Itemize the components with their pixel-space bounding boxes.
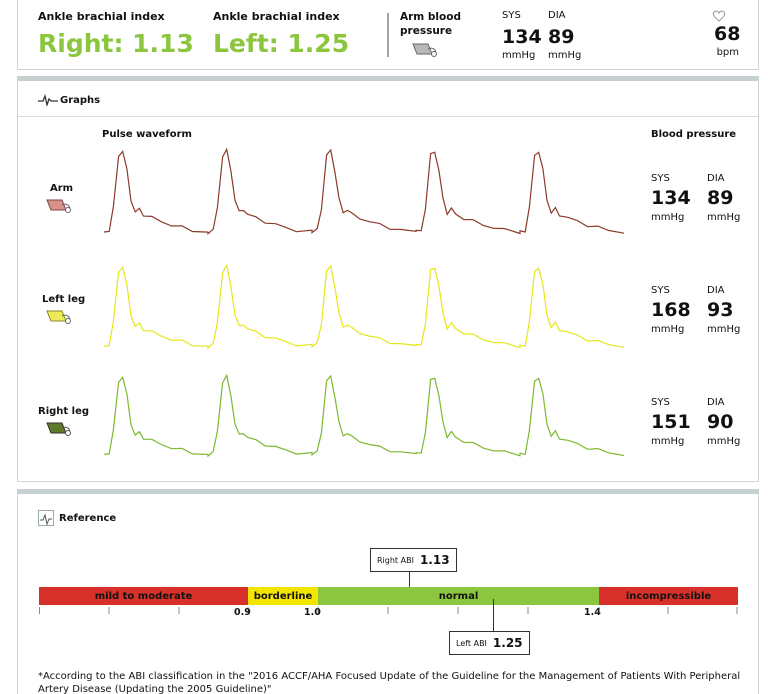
reference-icon (38, 510, 54, 526)
left-leg-dia: DIA 93 mmHg (707, 285, 740, 335)
left-leg-cuff-icon (46, 310, 71, 324)
left-leg-dia-value: 93 (707, 299, 734, 321)
heart-rate-unit: bpm (716, 47, 739, 58)
right-leg-sys-value: 151 (651, 411, 691, 433)
reference-title: Reference (59, 513, 117, 524)
left-leg-dia-label: DIA (707, 285, 725, 296)
graphs-panel: Graphs Pulse waveform Blood pressure Arm… (17, 76, 759, 482)
row-label-left-leg: Left leg (42, 294, 86, 305)
left-abi-value: Left: 1.25 (213, 29, 350, 58)
right-leg-sys: SYS 151 mmHg (651, 397, 691, 447)
tick-label-0-9: 0.9 (234, 607, 251, 618)
scale-ticks (39, 607, 738, 614)
right-leg-dia: DIA 90 mmHg (707, 397, 740, 447)
cuff-icon (412, 43, 437, 57)
row-label-right-leg: Right leg (38, 406, 90, 417)
pulse-waveforms (103, 147, 625, 458)
tick-label-1-4: 1.4 (584, 607, 601, 618)
scale-segment-incompressible: incompressible (599, 587, 738, 605)
arm-sys: SYS 134 mmHg (651, 173, 691, 223)
right-abi-value: Right: 1.13 (38, 29, 194, 58)
summary-dia: DIA 89 mmHg (548, 10, 581, 61)
left-abi-callout-value: 1.25 (492, 636, 523, 650)
scale-segment-normal: normal (318, 587, 599, 605)
right-leg-dia-unit: mmHg (707, 436, 741, 447)
scale-segment-mild-to-moderate: mild to moderate (39, 587, 248, 605)
left-leg-sys: SYS 168 mmHg (651, 285, 691, 335)
summary-sys-value: 134 (502, 26, 542, 48)
right-abi-callout: Right ABI 1.13 (370, 548, 457, 572)
reference-panel: Reference Right ABI 1.13 mild to moderat… (17, 489, 759, 694)
graphs-header: Graphs (18, 81, 758, 117)
left-leg-waveform (103, 263, 625, 350)
right-leg-waveform (103, 373, 625, 458)
left-leg-sys-value: 168 (651, 299, 691, 321)
arm-dia-label: DIA (707, 173, 725, 184)
abi-scale: mild to moderate borderline normal incom… (39, 587, 738, 605)
tick-label-1-0: 1.0 (304, 607, 321, 618)
right-abi-pointer (409, 572, 410, 594)
arm-sys-value: 134 (651, 187, 691, 209)
waveform-icon (38, 94, 58, 106)
summary-sys-label: SYS (502, 10, 521, 21)
arm-sys-unit: mmHg (651, 212, 685, 223)
arm-dia: DIA 89 mmHg (707, 173, 740, 223)
summary-sys-unit: mmHg (502, 50, 536, 61)
pulse-waveform-header: Pulse waveform (102, 129, 192, 140)
right-abi-callout-label: Right ABI (377, 555, 414, 565)
arm-cuff-icon (46, 199, 71, 213)
left-leg-dia-unit: mmHg (707, 324, 741, 335)
left-abi-pointer (493, 599, 494, 631)
reference-footnote: *According to the ABI classification in … (38, 671, 741, 694)
summary-divider (387, 13, 389, 57)
summary-dia-value: 89 (548, 26, 575, 48)
right-abi-callout-value: 1.13 (419, 553, 450, 567)
right-abi-summary: Ankle brachial index Right: 1.13 (38, 10, 194, 58)
summary-panel: Ankle brachial index Right: 1.13 Ankle b… (17, 0, 759, 70)
right-leg-dia-value: 90 (707, 411, 734, 433)
arm-dia-value: 89 (707, 187, 734, 209)
left-leg-sys-unit: mmHg (651, 324, 685, 335)
right-leg-dia-label: DIA (707, 397, 725, 408)
blood-pressure-header: Blood pressure (651, 129, 737, 140)
row-label-arm: Arm (50, 183, 74, 194)
left-abi-summary: Ankle brachial index Left: 1.25 (213, 10, 349, 58)
graphs-title: Graphs (60, 95, 101, 106)
left-abi-callout-label: Left ABI (456, 638, 487, 648)
left-abi-callout: Left ABI 1.25 (449, 631, 530, 655)
summary-dia-unit: mmHg (548, 50, 582, 61)
summary-sys: SYS 134 mmHg (502, 10, 542, 61)
arm-sys-label: SYS (651, 173, 670, 184)
heart-rate-value: 68 (714, 23, 741, 45)
left-abi-label: Ankle brachial index (213, 10, 340, 23)
scale-segment-borderline: borderline (248, 587, 318, 605)
heart-icon (712, 10, 726, 22)
right-leg-sys-label: SYS (651, 397, 670, 408)
arm-bp-label: Arm blood pressure (400, 11, 461, 37)
right-leg-sys-unit: mmHg (651, 436, 685, 447)
summary-heart-rate: 68 bpm (712, 10, 741, 58)
right-abi-label: Ankle brachial index (38, 10, 165, 23)
left-leg-sys-label: SYS (651, 285, 670, 296)
summary-dia-label: DIA (548, 10, 566, 21)
arm-waveform (103, 147, 625, 236)
right-leg-cuff-icon (46, 422, 71, 436)
arm-dia-unit: mmHg (707, 212, 741, 223)
